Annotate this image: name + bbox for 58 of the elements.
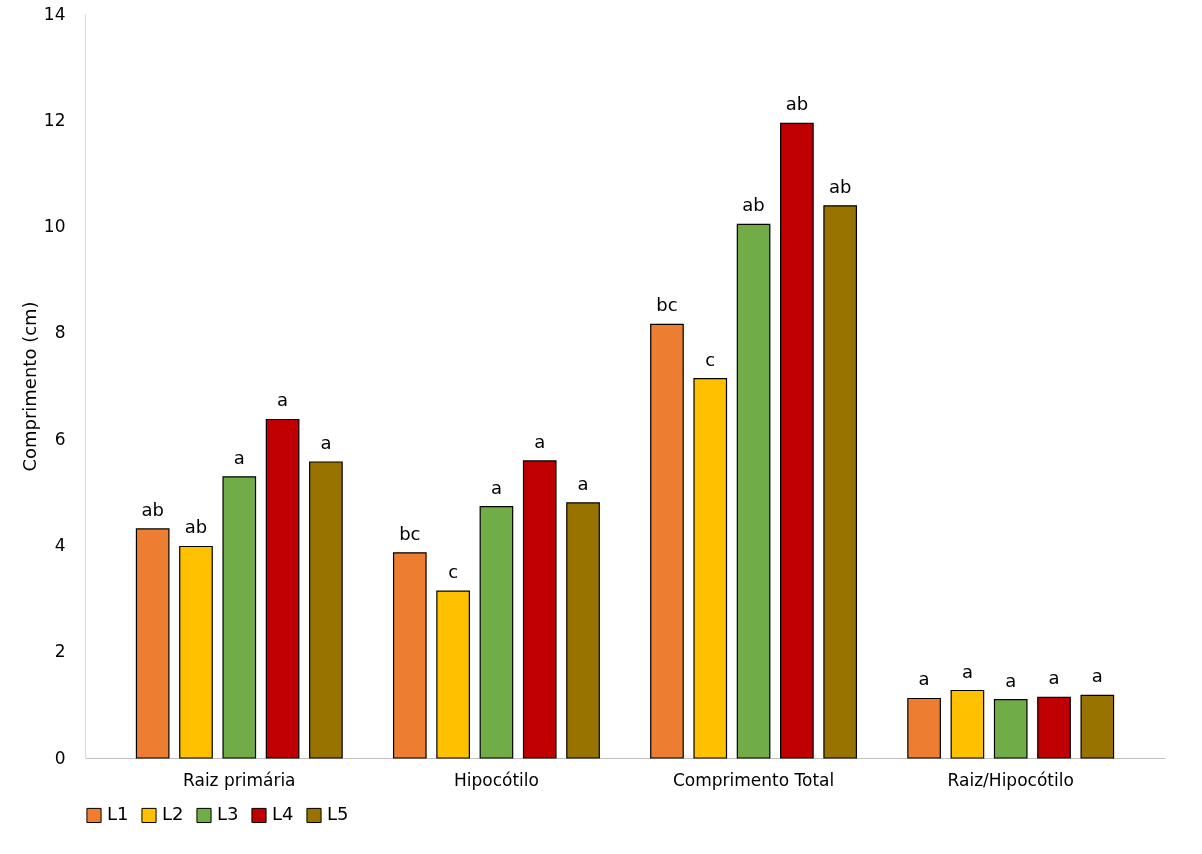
bar <box>309 461 343 759</box>
data-label: a <box>277 389 289 411</box>
bar <box>993 698 1028 759</box>
data-label: a <box>233 446 245 468</box>
legend-label: L2 <box>162 803 184 825</box>
y-tick-label: 8 <box>54 322 66 343</box>
x-tick-label: Comprimento Total <box>672 769 835 790</box>
data-label: a <box>1048 667 1060 689</box>
bar <box>265 418 300 759</box>
bar <box>823 205 858 759</box>
data-label: bc <box>399 522 421 544</box>
data-label: a <box>961 660 973 682</box>
data-label: ab <box>828 175 852 197</box>
data-label: ab <box>141 498 164 520</box>
data-label: a <box>577 472 589 494</box>
y-tick-label: 0 <box>54 747 66 768</box>
bar <box>1080 694 1115 759</box>
y-tick-label: 12 <box>43 109 66 130</box>
bar <box>222 476 257 759</box>
bar <box>650 323 684 759</box>
x-tick-label: Hipocótilo <box>453 769 539 790</box>
data-label: a <box>1091 665 1103 687</box>
data-label: a <box>534 430 546 452</box>
y-tick-label: 14 <box>43 3 66 24</box>
data-label: ab <box>785 93 809 115</box>
bar <box>780 122 814 759</box>
bar <box>1037 696 1071 759</box>
bar <box>479 506 514 759</box>
y-axis-title: Comprimento (cm) <box>18 301 40 472</box>
bar <box>522 460 557 759</box>
legend-label: L5 <box>327 803 349 825</box>
x-tick-label: Raiz primária <box>183 769 296 790</box>
bar <box>907 697 941 759</box>
data-label: a <box>1005 669 1017 691</box>
bar <box>736 223 771 759</box>
data-label: ab <box>742 194 765 216</box>
y-tick-label: 6 <box>54 428 66 449</box>
legend-label: L3 <box>217 803 239 825</box>
bar <box>436 590 470 759</box>
data-label: c <box>448 561 459 583</box>
y-tick-label: 10 <box>43 216 66 237</box>
data-label: a <box>490 476 502 498</box>
data-label: ab <box>184 516 208 538</box>
bar <box>566 502 600 759</box>
data-label: c <box>705 348 716 370</box>
legend-label: L1 <box>107 803 129 825</box>
bar <box>693 377 728 759</box>
y-tick-label: 2 <box>54 641 66 662</box>
legend-label: L4 <box>272 803 294 825</box>
bar <box>135 528 170 759</box>
data-label: a <box>918 668 930 690</box>
bar <box>950 689 985 759</box>
data-label: a <box>320 431 332 453</box>
x-tick-label: Raiz/Hipocótilo <box>947 769 1074 790</box>
bar <box>392 552 427 759</box>
y-tick-label: 4 <box>54 534 66 555</box>
data-label: bc <box>656 294 678 316</box>
bar <box>179 545 213 759</box>
